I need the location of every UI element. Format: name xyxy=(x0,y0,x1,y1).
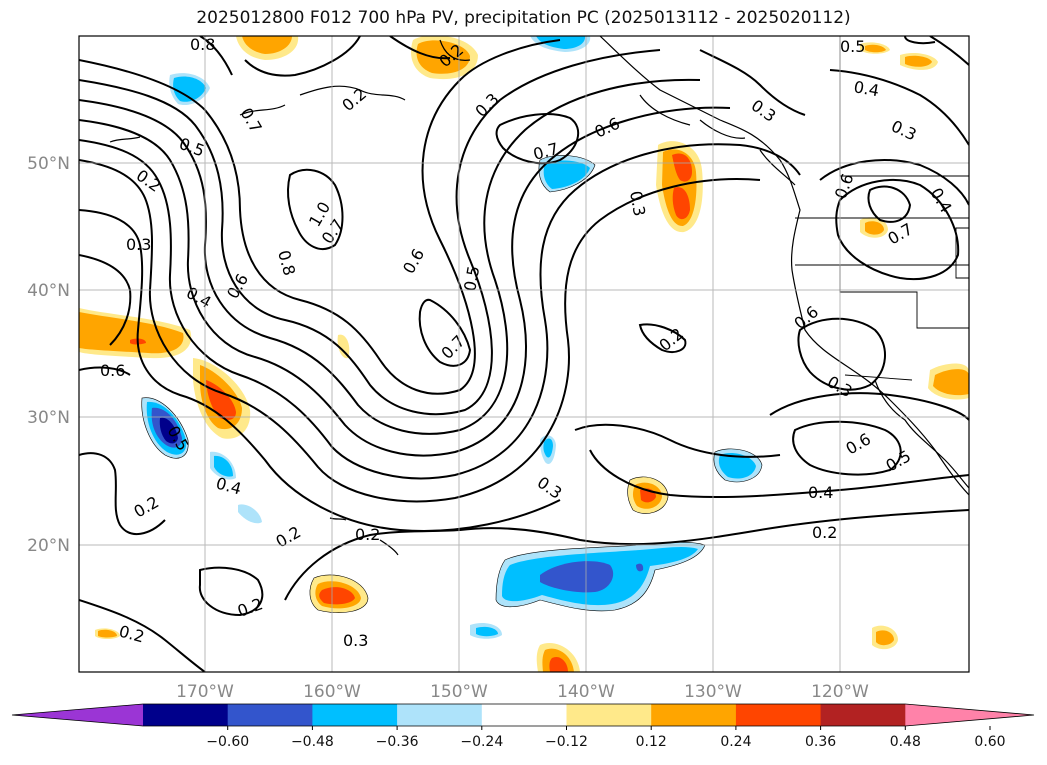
lat-label-20n: 20°N xyxy=(27,536,70,556)
contour-label: 0.3 xyxy=(471,89,502,120)
contour-label: 0.4 xyxy=(808,483,833,502)
lat-label-40n: 40°N xyxy=(27,281,70,301)
lon-label-170w: 170°W xyxy=(176,682,234,702)
colorbar-outline xyxy=(11,703,1035,727)
contour-label: 0.8 xyxy=(190,35,215,54)
contour-label: 0.3 xyxy=(626,189,649,217)
contour-label: 0.4 xyxy=(852,77,880,100)
contour-label: 0.6 xyxy=(100,361,125,380)
colorbar-swatch xyxy=(566,704,652,726)
contour-label: 0.8 xyxy=(274,248,299,278)
pv-contours xyxy=(79,36,969,672)
colorbar-tick-label: −0.24 xyxy=(460,734,503,750)
contour-label: 0.5 xyxy=(177,134,207,161)
colorbar-swatch xyxy=(735,704,822,726)
colorbar: −0.60 −0.48 −0.36 −0.24 −0.12 0.12 0.24 0.36 0.4… xyxy=(11,703,1035,750)
contour-label: 0.2 xyxy=(273,522,305,551)
colorbar-swatch xyxy=(481,704,567,726)
contour-label: 0.2 xyxy=(655,324,687,355)
contour-label: 0.7 xyxy=(885,219,917,248)
map-title: 2025012800 F012 700 hPa PV, precipitatio… xyxy=(196,8,851,28)
contour-label: 0.6 xyxy=(790,302,822,333)
contour-label: 0.7 xyxy=(237,105,266,137)
longitude-labels: 170°W 160°W 150°W 140°W 130°W 120°W xyxy=(176,682,869,702)
contour-label: 0.5 xyxy=(460,264,483,292)
colorbar-tick-label: 0.48 xyxy=(890,734,921,750)
latitude-labels: 50°N 40°N 30°N 20°N xyxy=(27,154,70,556)
graticule xyxy=(79,36,969,672)
lon-label-160w: 160°W xyxy=(303,682,361,702)
colorbar-tick-label: 0.12 xyxy=(636,734,667,750)
colorbar-extend-high xyxy=(905,704,1034,726)
contour-label: 0.6 xyxy=(831,171,858,201)
contour-label: 0.3 xyxy=(888,116,919,144)
colorbar-tick-label: −0.36 xyxy=(376,734,419,750)
contour-label: 0.2 xyxy=(812,523,837,542)
lon-label-140w: 140°W xyxy=(557,682,615,702)
lon-label-150w: 150°W xyxy=(430,682,488,702)
contour-label: 0.5 xyxy=(840,37,865,56)
shading-outlines xyxy=(141,155,763,613)
colorbar-swatch xyxy=(227,704,313,726)
lat-label-50n: 50°N xyxy=(27,154,70,174)
contour-label: 0.6 xyxy=(592,114,623,142)
contour-label: 0.3 xyxy=(748,96,780,126)
colorbar-swatch xyxy=(820,704,906,726)
positive-anomaly-red xyxy=(130,153,692,672)
contour-label: 0.6 xyxy=(843,429,875,458)
lat-label-30n: 30°N xyxy=(27,408,70,428)
lon-label-120w: 120°W xyxy=(811,682,869,702)
contour-label: 0.6 xyxy=(399,245,428,277)
contour-label: 0.3 xyxy=(534,473,566,503)
contour-label: 0.2 xyxy=(133,166,165,196)
contour-label: 0.2 xyxy=(338,84,370,115)
colorbar-tick-label: 0.60 xyxy=(974,734,1005,750)
contour-label: 0.4 xyxy=(183,283,215,312)
colorbar-swatch xyxy=(143,704,229,726)
contour-label: 0.3 xyxy=(343,631,368,650)
contour-label: 0.4 xyxy=(214,474,244,499)
colorbar-tick-label: −0.48 xyxy=(291,734,334,750)
contour-label: 0.4 xyxy=(927,185,956,217)
colorbar-swatch xyxy=(312,704,398,726)
contour-label: 0.3 xyxy=(126,235,151,254)
colorbar-extend-low xyxy=(12,704,143,726)
contour-label: 0.2 xyxy=(355,525,380,544)
colorbar-tick-label: 0.24 xyxy=(720,734,751,750)
contour-label: 0.2 xyxy=(235,594,265,621)
contour-label: 0.2 xyxy=(131,492,163,521)
map-frame xyxy=(78,35,970,673)
colorbar-tick-label: −0.60 xyxy=(206,734,249,750)
negative-anomaly-navy xyxy=(159,417,178,444)
colorbar-tick-label: 0.36 xyxy=(805,734,836,750)
colorbar-swatch xyxy=(397,704,483,726)
colorbar-tick-label: −0.12 xyxy=(545,734,588,750)
colorbar-swatch xyxy=(651,704,737,726)
lon-label-130w: 130°W xyxy=(684,682,742,702)
contour-label: 0.6 xyxy=(223,270,252,302)
